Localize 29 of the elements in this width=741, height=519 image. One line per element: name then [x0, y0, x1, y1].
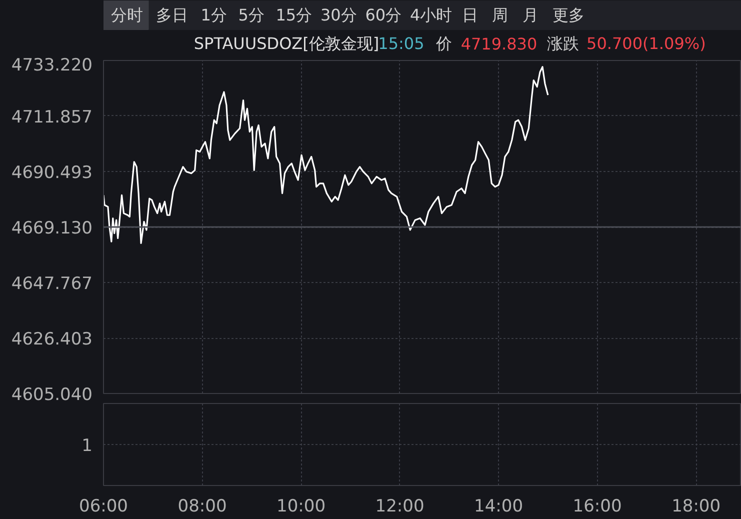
- text: 分时: [111, 6, 144, 24]
- text: 多日: [156, 6, 188, 24]
- text: 15分: [276, 6, 312, 24]
- text: 4小时: [410, 6, 452, 24]
- text: 5分: [238, 6, 264, 24]
- y-tick-label: 4626.403: [11, 330, 93, 350]
- text: 30分: [320, 6, 357, 24]
- y-tick-label: 4711.857: [11, 108, 93, 128]
- x-tick-label: 06:00: [79, 496, 128, 516]
- text: 60分: [365, 6, 402, 24]
- x-tick-label: 12:00: [375, 496, 424, 516]
- text: 周: [492, 6, 508, 24]
- x-tick-label: 18:00: [672, 496, 721, 516]
- text: 日: [462, 6, 478, 24]
- text: 月: [522, 6, 538, 24]
- x-tick-label: 10:00: [276, 496, 326, 516]
- x-tick-label: 14:00: [474, 496, 524, 516]
- chart-subtitle: 15:05 价 4719.830 涨跌 50.700(1.09%): [378, 34, 706, 54]
- y-tick-label: 4669.130: [11, 218, 93, 238]
- x-tick-label: 08:00: [178, 496, 227, 516]
- y-tick-label: 4605.040: [11, 385, 93, 405]
- text: 更多: [552, 6, 585, 24]
- y-tick-label: 4647.767: [11, 274, 93, 294]
- chart-title: SPTAUUSDOZ[伦敦金现]: [194, 34, 380, 53]
- text: 1: [82, 436, 93, 456]
- y-tick-label: 4733.220: [11, 56, 93, 76]
- y-tick-label: 4690.493: [11, 163, 93, 183]
- text: 1分: [200, 6, 227, 24]
- x-tick-label: 16:00: [572, 496, 622, 516]
